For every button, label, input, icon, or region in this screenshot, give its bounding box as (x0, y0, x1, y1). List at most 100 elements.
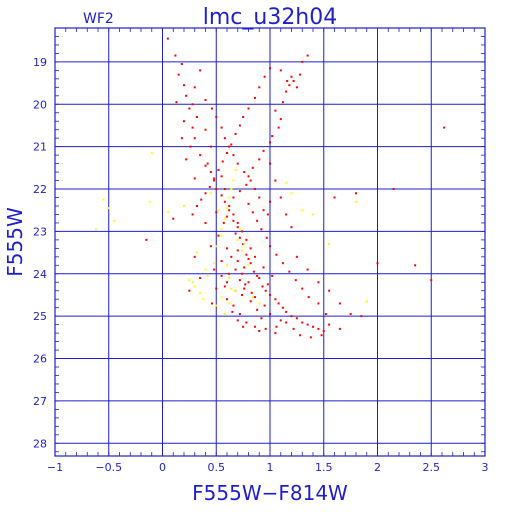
y-tick-label: 26 (33, 353, 47, 366)
y-tick-label: 23 (33, 225, 47, 238)
x-tick-label: 0 (159, 461, 166, 474)
star-point (185, 94, 188, 97)
star-point (376, 262, 379, 265)
star-point (292, 327, 295, 330)
star-point (338, 302, 341, 305)
star-point (274, 179, 277, 182)
star-point (180, 137, 183, 140)
star-point (226, 247, 228, 250)
star-point (269, 67, 271, 70)
star-point (322, 329, 325, 332)
y-tick-label: 27 (33, 395, 47, 408)
star-point (228, 196, 231, 199)
star-point (279, 118, 282, 121)
star-point (242, 325, 245, 328)
star-point (200, 198, 203, 201)
star-point (228, 272, 231, 275)
star-point (226, 298, 228, 301)
star-point (188, 107, 191, 110)
star-point (231, 310, 234, 313)
star-point (241, 293, 244, 296)
star-point (222, 221, 225, 224)
y-axis-label: F555W (3, 207, 27, 277)
star-point (234, 132, 237, 135)
star-point (285, 213, 288, 216)
star-point (312, 213, 314, 216)
star-point (199, 154, 202, 157)
star-point (250, 291, 253, 294)
star-point (258, 329, 261, 332)
star-point (242, 115, 245, 118)
star-point (223, 200, 226, 203)
star-point (262, 266, 265, 269)
star-point (215, 304, 218, 307)
star-point (175, 101, 178, 104)
star-point (360, 315, 363, 318)
star-point (253, 325, 256, 328)
star-point (145, 238, 148, 241)
star-point (177, 73, 180, 76)
star-point (285, 310, 288, 313)
star-point (217, 234, 220, 237)
star-point (269, 162, 271, 165)
star-point (232, 219, 235, 222)
star-point (221, 160, 224, 163)
star-point (253, 255, 256, 258)
x-tick-label: −1 (47, 461, 63, 474)
star-point (220, 234, 223, 237)
star-point (309, 336, 312, 339)
star-point (328, 243, 331, 246)
star-point (220, 274, 223, 277)
star-point (253, 188, 256, 191)
star-point (215, 188, 218, 191)
star-point (172, 217, 175, 220)
star-point (333, 196, 336, 199)
star-point (232, 154, 235, 157)
star-point (256, 219, 259, 222)
star-point (285, 321, 288, 324)
axis-ticks: −1 −0.5 0 0.5 1 1.5 2 2.5 3 19 20 21 22 23 24 25 26 27 28 (33, 27, 489, 474)
x-tick-label: 1.5 (315, 461, 333, 474)
star-point (204, 128, 207, 131)
star-point (220, 175, 223, 178)
star-point (220, 260, 223, 263)
star-point (228, 145, 231, 148)
star-point (260, 317, 263, 320)
star-point (279, 319, 282, 322)
star-point (279, 196, 282, 199)
star-point (256, 308, 259, 311)
star-point (230, 143, 233, 146)
star-point (269, 313, 271, 316)
star-point (247, 264, 250, 267)
star-point (243, 243, 246, 246)
star-point (102, 198, 105, 201)
y-tick-label: 19 (33, 56, 47, 69)
star-point (414, 264, 417, 267)
star-point (150, 152, 153, 155)
star-point (220, 126, 223, 129)
star-point (209, 245, 212, 248)
star-point (210, 107, 213, 110)
star-point (324, 313, 327, 316)
star-point (193, 177, 196, 180)
star-point (166, 211, 169, 214)
star-point (263, 304, 266, 307)
star-point (232, 179, 235, 182)
star-point (215, 287, 218, 290)
star-point (232, 196, 235, 199)
x-axis-label: F555W−F814W (192, 481, 348, 505)
star-point (189, 145, 192, 148)
star-point (365, 300, 368, 303)
star-point (244, 283, 247, 286)
star-point (290, 192, 293, 195)
star-point (306, 268, 309, 271)
star-point (277, 302, 280, 305)
star-point (191, 126, 194, 129)
star-point (274, 109, 277, 112)
star-point (238, 190, 241, 193)
star-point (317, 281, 320, 284)
chart-title: lmc_u32h04 (203, 5, 338, 30)
star-point (275, 253, 278, 256)
star-point (301, 209, 304, 212)
